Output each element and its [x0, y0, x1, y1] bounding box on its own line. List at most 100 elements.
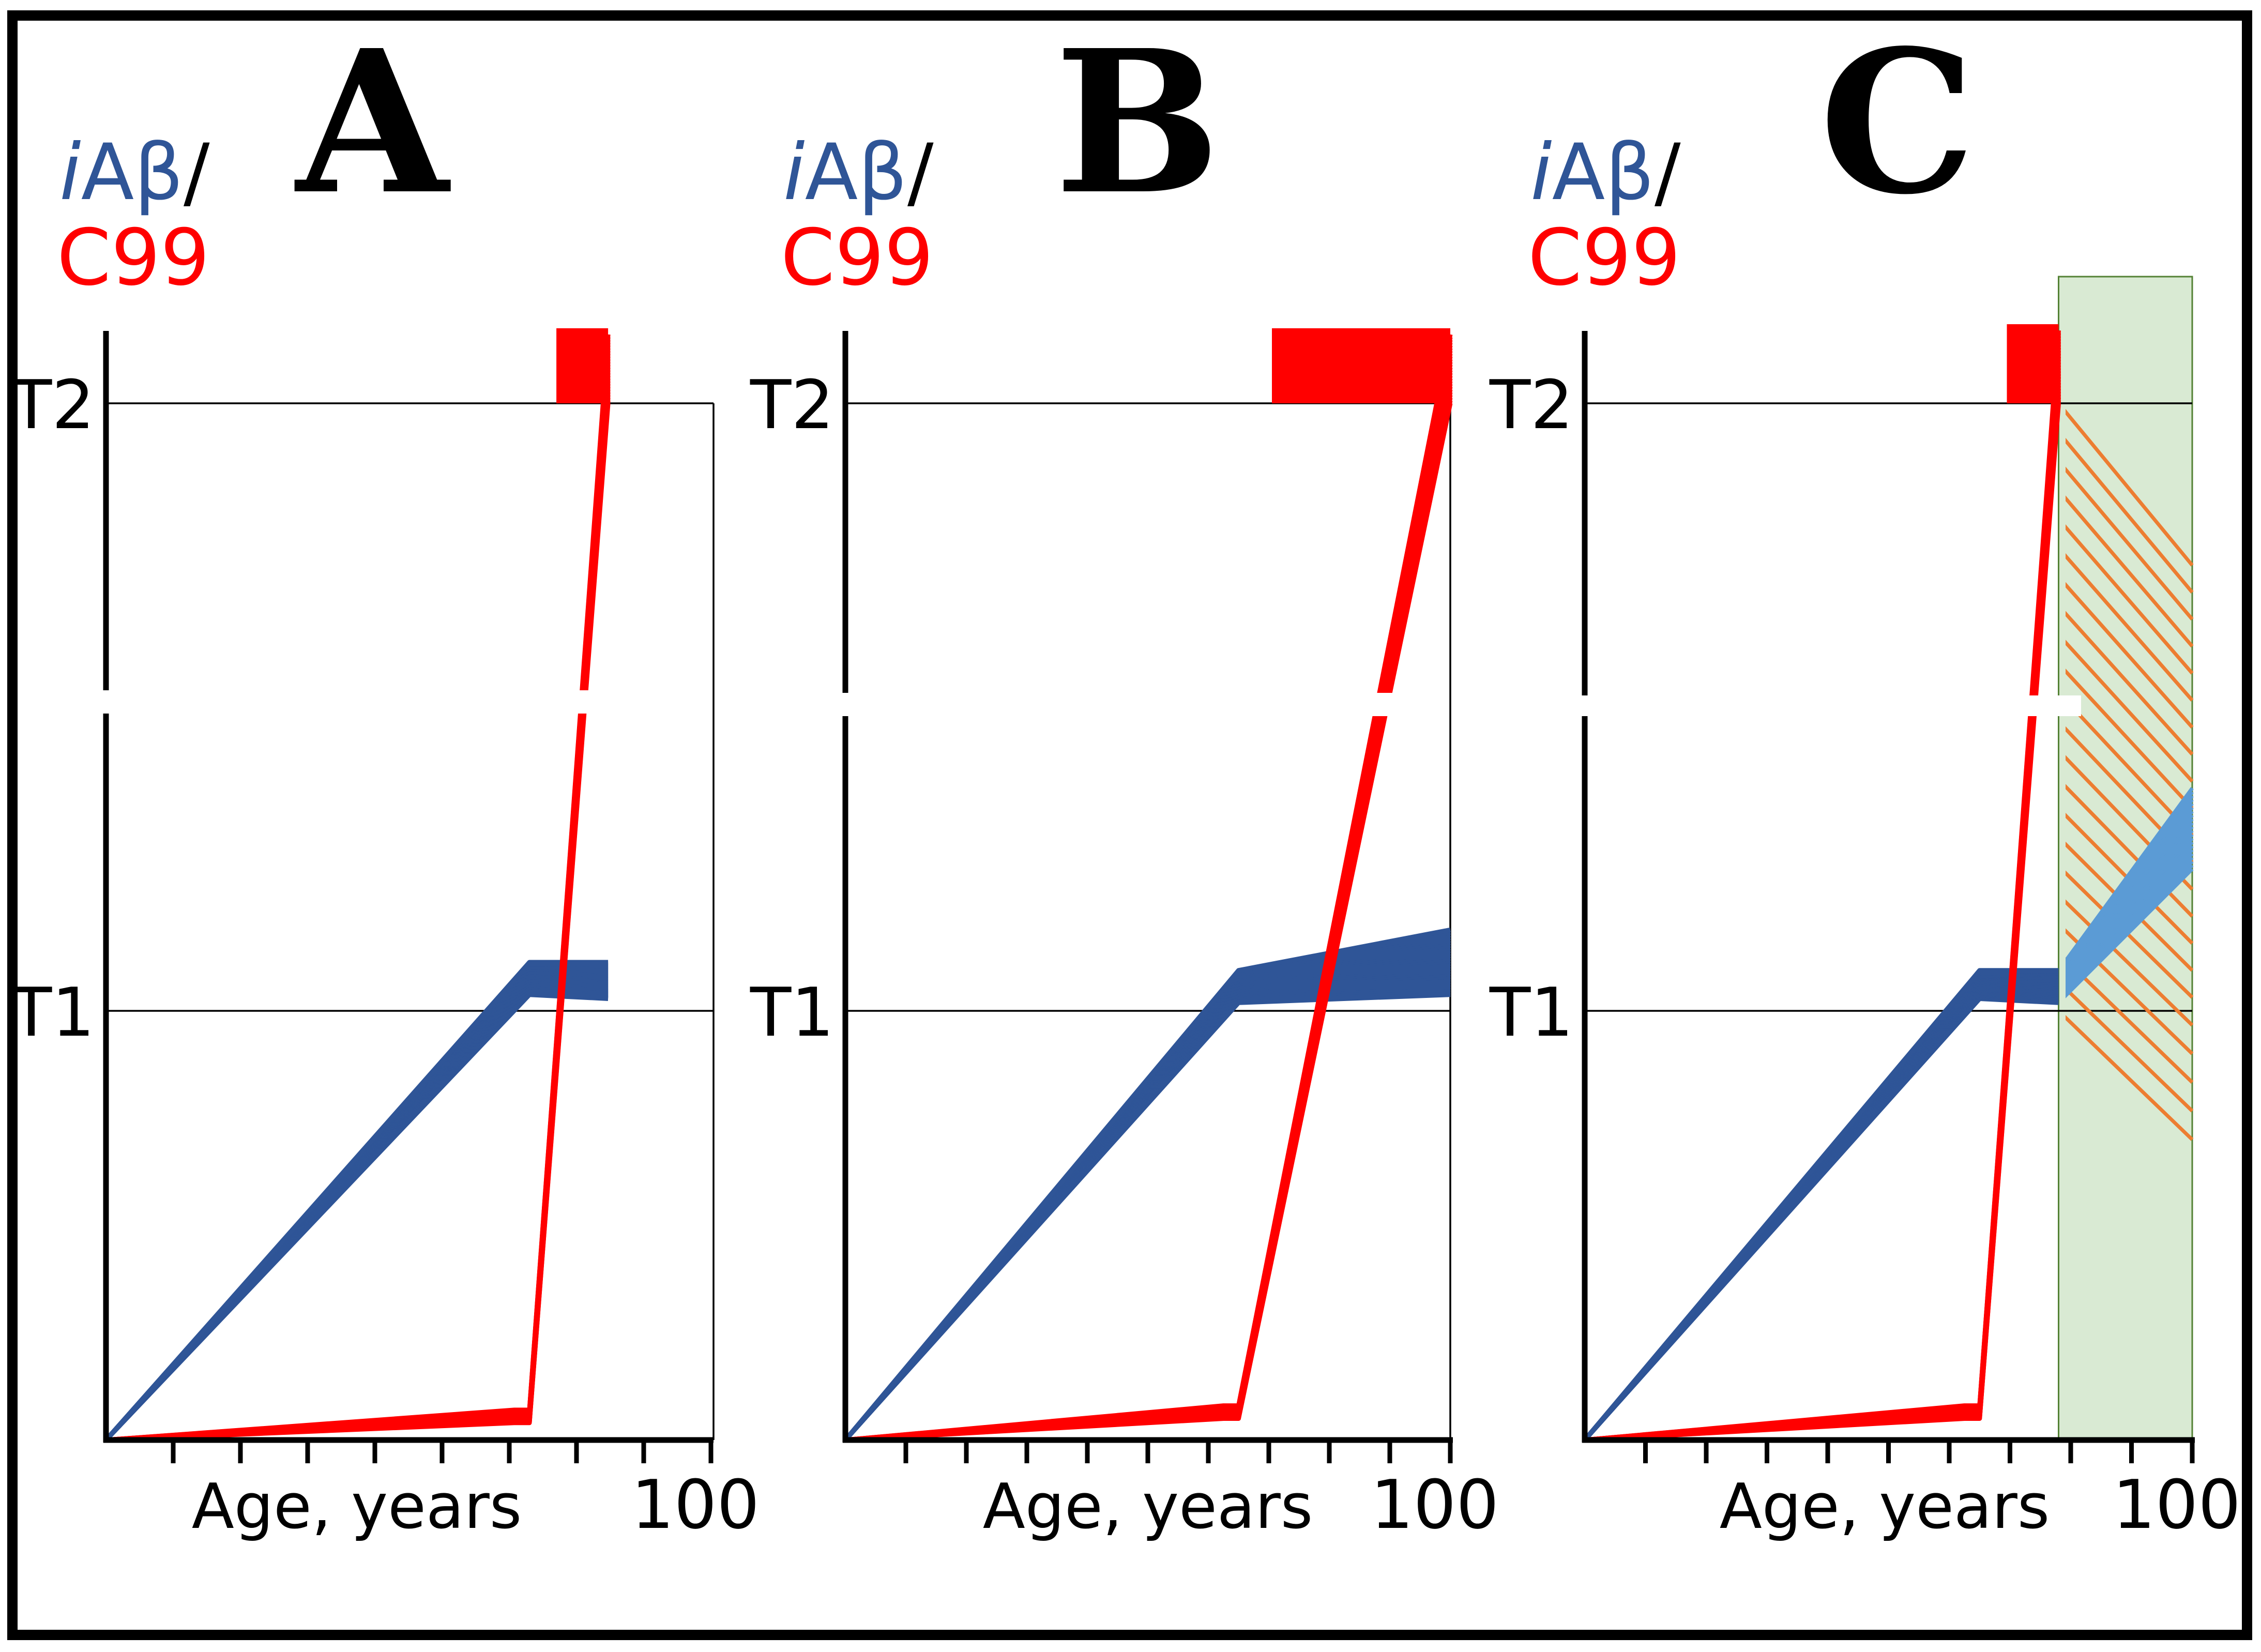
series-line — [105, 334, 611, 1443]
series-line — [105, 361, 611, 1443]
panel-title: A — [293, 7, 453, 238]
threshold-label-t2: T2 — [750, 366, 834, 444]
series-c99 — [845, 328, 1453, 1443]
series-line — [104, 960, 609, 1442]
series-line — [1583, 987, 2059, 1442]
series-line — [1583, 975, 2059, 1442]
series-line — [2066, 582, 2194, 729]
series-line — [2066, 669, 2194, 810]
y-axis-label-iabeta: iAβ/ — [59, 128, 210, 218]
series-line — [1583, 970, 2059, 1442]
series-line — [105, 356, 611, 1443]
series-line — [105, 392, 611, 1443]
y-axis-break — [1577, 695, 2081, 716]
panel-title: B — [1054, 7, 1220, 238]
series-line — [843, 930, 1451, 1442]
series-line — [1583, 988, 2059, 1442]
series-line — [1583, 980, 2059, 1442]
series-line — [1583, 977, 2059, 1442]
series-line — [845, 383, 1453, 1443]
threshold-label-t1: T1 — [10, 973, 95, 1052]
series-line — [1583, 969, 2059, 1442]
series-line — [845, 378, 1453, 1443]
series-line — [105, 400, 611, 1443]
series-line — [2066, 495, 2194, 648]
x-tick-label-100: 100 — [1371, 1465, 1499, 1544]
series-line — [1584, 330, 2061, 1443]
series-line — [845, 381, 1453, 1443]
iabeta-symbol: Aβ — [1552, 128, 1655, 218]
series-line — [105, 359, 611, 1443]
series-line — [2066, 611, 2194, 756]
y-axis-label-iabeta: iAβ/ — [783, 128, 934, 218]
series-line — [845, 403, 1453, 1443]
series-line — [845, 364, 1453, 1443]
c99-plateau-block — [1272, 328, 1450, 403]
series-line — [105, 403, 611, 1443]
series-line — [845, 350, 1453, 1443]
series-line — [105, 395, 611, 1443]
series-line — [1583, 979, 2059, 1442]
series-line — [105, 389, 611, 1443]
iabeta-prefix: i — [1530, 128, 1552, 218]
series-line — [105, 342, 611, 1443]
x-tick-label-100: 100 — [2113, 1465, 2241, 1544]
series-line — [845, 342, 1453, 1443]
series-line — [843, 959, 1451, 1442]
series-line — [845, 391, 1453, 1443]
series-line — [1583, 972, 2059, 1442]
y-axis-break — [98, 690, 628, 714]
series-line — [845, 375, 1453, 1443]
slash: / — [907, 128, 934, 218]
series-line — [2066, 787, 2194, 964]
series-line — [845, 345, 1453, 1443]
series-line — [843, 937, 1451, 1442]
series-line — [1583, 995, 2059, 1442]
series-line — [1583, 978, 2059, 1442]
series-line — [1583, 971, 2059, 1442]
series-line — [105, 367, 611, 1443]
series-line — [2066, 408, 2194, 567]
series-line — [1583, 994, 2059, 1442]
series-line — [2066, 640, 2194, 783]
series-line — [105, 337, 611, 1443]
y-axis-label-c99: C99 — [781, 213, 934, 303]
series-line — [105, 384, 611, 1443]
series-line — [2066, 437, 2194, 594]
series-line — [1583, 989, 2059, 1442]
series-line — [843, 940, 1451, 1442]
series-line — [843, 969, 1451, 1442]
series-line — [1583, 992, 2059, 1442]
threshold-label-t1: T1 — [1489, 973, 1573, 1052]
series-line — [845, 389, 1453, 1443]
series-line — [1583, 974, 2059, 1442]
series-line — [1583, 993, 2059, 1442]
series-line — [845, 397, 1453, 1443]
y-axis-label-c99: C99 — [57, 213, 210, 303]
series-line — [105, 381, 611, 1443]
threshold-label-t1: T1 — [750, 973, 834, 1052]
series-line — [105, 378, 611, 1443]
series-line — [1583, 991, 2059, 1442]
series-line — [1583, 982, 2059, 1442]
series-line — [843, 948, 1451, 1442]
iabeta-prefix: i — [783, 128, 805, 218]
series-line — [105, 386, 611, 1443]
panel-title: C — [1819, 7, 1976, 238]
series-line — [845, 367, 1453, 1443]
iabeta-symbol: Aβ — [81, 128, 184, 218]
series-line — [1583, 996, 2059, 1442]
series-line — [843, 987, 1451, 1442]
series-line — [105, 345, 611, 1443]
series-c99 — [1584, 324, 2061, 1443]
series-line — [845, 386, 1453, 1443]
series-line — [845, 372, 1453, 1443]
y-axis-label-c99: C99 — [1528, 213, 1681, 303]
c99-plateau-block — [556, 328, 609, 403]
series-line — [845, 358, 1453, 1443]
series-line — [843, 982, 1451, 1442]
